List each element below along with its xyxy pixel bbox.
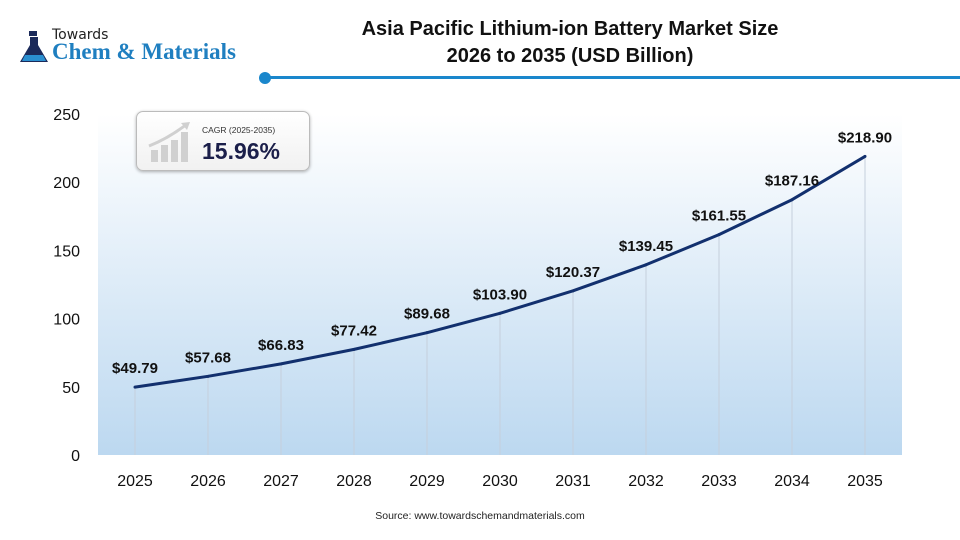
cagr-box: CAGR (2025-2035) 15.96%	[136, 111, 310, 171]
title-line-1: Asia Pacific Lithium-ion Battery Market …	[361, 18, 779, 40]
x-tick-label: 2035	[847, 473, 883, 490]
data-point	[863, 154, 867, 158]
x-tick-label: 2031	[555, 473, 591, 490]
y-tick-label: 100	[53, 312, 80, 329]
data-label: $89.68	[404, 306, 450, 323]
flask-icon	[20, 31, 48, 62]
data-label: $120.37	[546, 264, 600, 281]
title-line-2: 2026 to 2035 (USD Billion)	[446, 45, 694, 67]
y-tick-label: 250	[53, 107, 80, 124]
logo-name: Chem & Materials	[52, 39, 236, 64]
x-tick-label: 2026	[190, 473, 226, 490]
y-tick-label: 200	[53, 175, 80, 192]
data-point	[790, 198, 794, 202]
title-rule-dot	[259, 72, 271, 84]
x-tick-label: 2030	[482, 473, 518, 490]
data-label: $187.16	[765, 173, 819, 190]
data-label: $161.55	[692, 208, 746, 225]
logo-towards: Towards	[52, 27, 109, 43]
data-label: $139.45	[619, 238, 673, 255]
data-label: $57.68	[185, 349, 231, 366]
y-tick-label: 150	[53, 243, 80, 260]
data-point	[498, 311, 502, 315]
data-point	[206, 374, 210, 378]
data-point	[352, 347, 356, 351]
data-label: $49.79	[112, 360, 158, 377]
data-label: $77.42	[331, 322, 377, 339]
data-point	[133, 385, 137, 389]
data-point	[571, 289, 575, 293]
data-point	[717, 233, 721, 237]
x-tick-label: 2032	[628, 473, 664, 490]
y-tick-label: 50	[62, 380, 80, 397]
data-label: $66.83	[258, 337, 304, 354]
x-tick-label: 2025	[117, 473, 153, 490]
data-label: $103.90	[473, 286, 527, 303]
data-point	[425, 331, 429, 335]
cagr-label: CAGR (2025-2035)	[202, 125, 276, 135]
x-tick-label: 2028	[336, 473, 372, 490]
cagr-value: 15.96%	[202, 138, 281, 164]
x-tick-label: 2033	[701, 473, 737, 490]
x-tick-label: 2027	[263, 473, 299, 490]
source-note: Source: www.towardschemandmaterials.com	[375, 510, 585, 522]
title-rule	[268, 76, 960, 79]
growth-chart-icon	[148, 122, 190, 162]
y-tick-label: 0	[71, 448, 80, 465]
data-label: $218.90	[838, 129, 892, 146]
x-tick-label: 2034	[774, 473, 810, 490]
x-tick-label: 2029	[409, 473, 445, 490]
chart-title: Asia Pacific Lithium-ion Battery Market …	[300, 16, 840, 70]
data-point	[644, 263, 648, 267]
data-point	[279, 362, 283, 366]
